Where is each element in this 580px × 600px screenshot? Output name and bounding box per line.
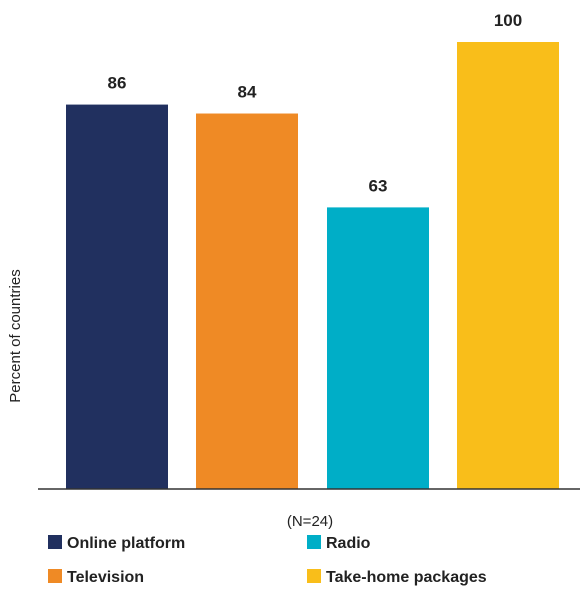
value-label-radio: 63 [369,176,388,195]
bar-television [196,113,298,490]
sample-size-label: (N=24) [287,513,333,530]
value-label-television: 84 [238,83,257,102]
bar-online-platform [66,104,168,489]
legend-swatch-radio [307,535,321,549]
value-label-take-home-packages: 100 [494,11,522,30]
legend-label-radio: Radio [326,535,371,552]
legend-swatch-online-platform [48,535,62,549]
bar-take-home-packages [457,42,559,489]
legend-label-online-platform: Online platform [67,535,185,552]
bar-radio [327,207,429,489]
bars-layer [66,42,559,490]
value-label-online-platform: 86 [108,74,127,93]
value-labels-layer: 86 84 63 100 [108,11,523,195]
legend-label-take-home-packages: Take-home packages [326,569,487,586]
legend-label-television: Television [67,569,144,586]
legend: Online platform Radio Television Take-home … [48,535,487,586]
legend-swatch-television [48,569,62,583]
y-axis-title: Percent of countries [7,269,24,402]
legend-swatch-take-home-packages [307,569,321,583]
